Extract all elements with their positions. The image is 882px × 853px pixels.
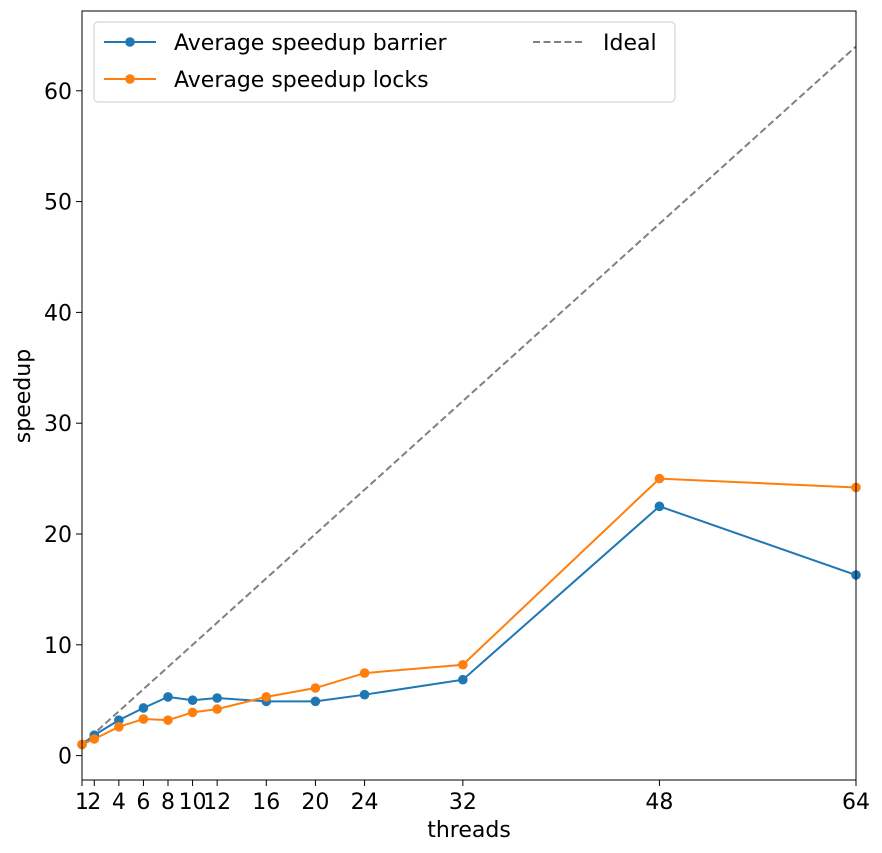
x-tick-label: 12 — [203, 790, 231, 815]
data-point-0-6 — [212, 693, 222, 703]
data-point-0-8 — [310, 696, 321, 707]
data-point-1-9 — [359, 668, 370, 678]
x-tick-label: 6 — [136, 790, 150, 815]
y-tick-label: 20 — [44, 523, 72, 548]
data-point-1-2 — [114, 722, 124, 732]
y-tick-label: 0 — [58, 745, 72, 770]
x-tick-label: 48 — [645, 790, 673, 815]
y-tick-label: 40 — [44, 301, 72, 326]
data-point-0-5 — [187, 695, 198, 706]
data-point-0-10 — [458, 674, 468, 685]
data-point-1-11 — [654, 473, 665, 484]
plot-frame — [81, 10, 857, 781]
y-tick-label: 30 — [44, 412, 72, 437]
legend-label-0: Average speedup barrier — [174, 31, 447, 56]
legend-label-2: Ideal — [603, 31, 657, 56]
y-axis-label: speedup — [11, 349, 36, 443]
x-tick-label: 2 — [87, 790, 101, 815]
legend-marker-1 — [125, 74, 135, 84]
legend-box — [93, 21, 676, 103]
legend-marker-0 — [125, 37, 135, 47]
data-point-0-11 — [654, 501, 665, 512]
legend: Average speedup barrier Average speedup l… — [93, 21, 676, 103]
data-point-1-8 — [310, 683, 321, 693]
x-tick-label: 64 — [842, 790, 870, 815]
x-axis-label: threads — [427, 818, 511, 843]
data-point-1-7 — [261, 692, 272, 702]
y-tick-label: 60 — [44, 80, 72, 105]
data-point-1-6 — [212, 704, 222, 714]
x-tick-label: 16 — [252, 790, 280, 815]
x-tick-label: 1 — [75, 790, 89, 815]
x-tick-label: 10 — [179, 790, 207, 815]
data-point-1-1 — [89, 734, 100, 744]
data-point-1-5 — [187, 707, 198, 718]
data-point-1-4 — [163, 715, 173, 725]
data-point-0-9 — [359, 689, 370, 700]
data-point-1-10 — [458, 659, 468, 670]
data-point-0-2 — [114, 715, 124, 725]
data-point-0-3 — [138, 703, 149, 713]
legend-label-1: Average speedup locks — [174, 68, 429, 93]
series-line-2 — [82, 45, 856, 746]
x-tick-label: 24 — [351, 790, 379, 815]
y-tick-label: 50 — [44, 191, 72, 216]
y-tick-label: 10 — [44, 634, 72, 659]
x-tick-label: 4 — [112, 790, 126, 815]
x-tick-label: 32 — [449, 790, 477, 815]
data-point-1-3 — [138, 714, 149, 724]
x-tick-label: 20 — [301, 790, 329, 815]
x-tick-label: 8 — [161, 790, 175, 815]
data-point-0-4 — [163, 692, 173, 702]
